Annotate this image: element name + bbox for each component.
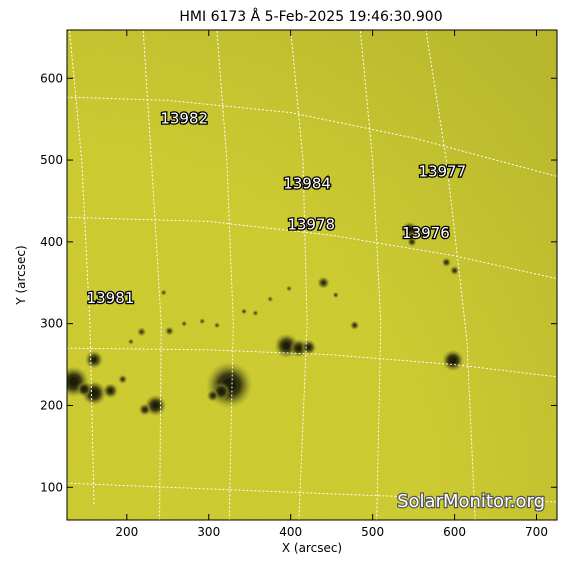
y-tick-label: 600	[40, 71, 63, 85]
plot-area: 13982 13984 13977 13978 13976 13981	[67, 30, 557, 520]
active-region-label: 13976	[402, 224, 450, 242]
x-tick-label: 700	[525, 525, 548, 539]
sunspot-umbra	[201, 320, 204, 323]
y-tick-label: 400	[40, 235, 63, 249]
sunspot-umbra	[453, 269, 456, 272]
sunspot-umbra	[254, 312, 257, 314]
longitude-line	[290, 30, 308, 520]
active-region-label: 13977	[418, 162, 466, 180]
sunspot-umbra	[152, 402, 159, 409]
sunspot-umbra	[282, 342, 291, 350]
active-region-label: 13981	[87, 289, 135, 307]
sunspot-umbra	[321, 280, 326, 285]
sunspot-umbra	[108, 388, 113, 394]
sunspot-umbra	[183, 322, 186, 325]
active-region-labels: 13982 13984 13977 13978 13976 13981	[85, 108, 467, 309]
sunspot-layer	[67, 221, 464, 417]
y-axis: 100 200 300 400 500 600	[40, 71, 557, 494]
sunspot-umbra	[243, 310, 245, 313]
x-axis: 200 300 400 500 600 700	[115, 30, 548, 539]
sunspot-umbra	[296, 345, 302, 351]
chart-title: HMI 6173 Å 5-Feb-2025 19:46:30.900	[179, 8, 442, 25]
sunspot-umbra	[69, 377, 79, 387]
latitude-line	[67, 347, 557, 378]
sunspot-umbra	[269, 298, 272, 301]
x-tick-label: 400	[279, 525, 302, 539]
watermark: SolarMonitor.org	[397, 491, 545, 512]
sunspot-umbra	[211, 393, 215, 398]
active-region-label: 13978	[287, 216, 335, 234]
sunspot-umbra	[140, 330, 143, 334]
sunspot-umbra	[81, 386, 87, 392]
sunspot-penumbra	[285, 285, 293, 292]
sunspot-umbra	[143, 407, 147, 412]
sunspot-umbra	[306, 345, 311, 350]
x-tick-label: 600	[443, 525, 466, 539]
latitude-line	[67, 482, 557, 503]
sunspot-umbra	[334, 294, 337, 296]
longitude-line	[69, 30, 95, 505]
x-tick-label: 200	[115, 525, 138, 539]
y-tick-label: 100	[40, 480, 63, 494]
x-axis-label: X (arcsec)	[282, 541, 342, 555]
sunspot-umbra	[407, 227, 412, 232]
sunspot-penumbra	[267, 296, 274, 303]
heliographic-grid	[67, 30, 557, 520]
sunspot-umbra	[168, 329, 171, 333]
sunspot-umbra	[91, 356, 97, 363]
sunspot-umbra	[130, 340, 132, 343]
latitude-line	[67, 216, 557, 280]
longitude-line	[216, 30, 234, 520]
limb-brightening	[67, 30, 557, 520]
y-tick-label: 300	[40, 317, 63, 331]
sunspot-umbra	[216, 324, 218, 327]
y-tick-label: 200	[40, 398, 63, 412]
sunspot-umbra	[288, 287, 290, 290]
sunspot-umbra	[121, 377, 125, 381]
sunspot-umbra	[445, 260, 448, 264]
sunspot-umbra	[410, 240, 414, 244]
plot-frame	[66, 29, 558, 521]
sunspot-umbra	[162, 291, 165, 294]
sunspot-umbra	[353, 323, 356, 327]
longitude-line	[359, 30, 382, 520]
y-tick-label: 500	[40, 153, 63, 167]
active-region-label: 13982	[160, 109, 208, 127]
x-tick-label: 300	[197, 525, 220, 539]
x-tick-label: 500	[361, 525, 384, 539]
active-region-label: 13984	[283, 175, 331, 193]
sunspot-umbra	[449, 357, 457, 364]
sunspot-umbra	[90, 389, 98, 397]
y-axis-label: Y (arcsec)	[14, 245, 28, 305]
sunspot-umbra	[218, 388, 224, 395]
longitude-line	[142, 30, 162, 520]
latitude-line	[67, 96, 557, 177]
